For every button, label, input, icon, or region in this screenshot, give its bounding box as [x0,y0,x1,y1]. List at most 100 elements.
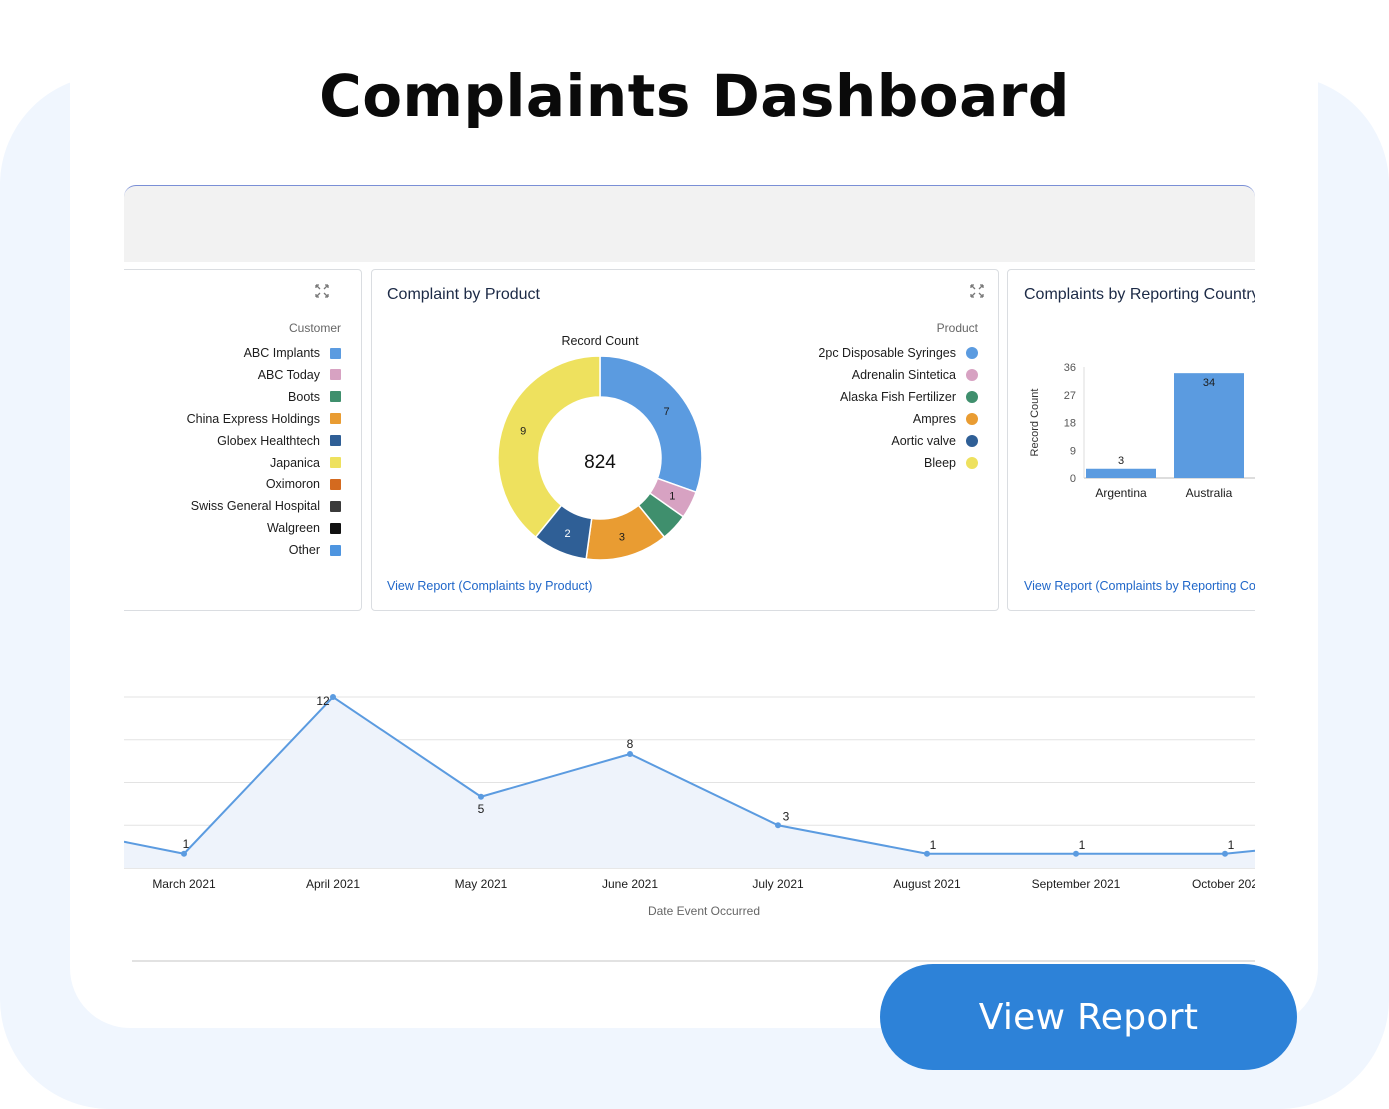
data-point-label: 8 [627,737,634,751]
country-panel-title: Complaints by Reporting Country [1024,286,1255,303]
data-point[interactable] [478,793,484,800]
legend-item: Walgreen [267,519,341,537]
product-panel-title: Complaint by Product [387,286,540,303]
data-point[interactable] [1222,850,1228,857]
dashboard-header-bar [124,185,1255,262]
legend-label: Swiss General Hospital [190,499,320,514]
donut-slice-label: 3 [619,531,625,543]
legend-label: 2pc Disposable Syringes [818,346,956,360]
product-donut-chart: Record Count 7 1 3 2 9 824 [497,334,703,561]
view-report-country-link[interactable]: View Report (Complaints by Reporting Cou… [1024,579,1255,593]
data-point[interactable] [775,822,781,829]
legend-item: Boots [288,388,341,406]
bar[interactable] [1086,468,1156,478]
legend-swatch [330,435,341,447]
donut-center-total: 824 [584,452,616,473]
legend-swatch [330,544,341,556]
divider [132,960,1255,962]
donut-slice[interactable] [497,355,601,539]
legend-item: 2pc Disposable Syringes [818,344,978,362]
x-tick-label: April 2021 [306,877,360,891]
data-point-label: 12 [316,694,330,708]
view-report-product-link[interactable]: View Report (Complaints by Product) [387,579,593,593]
bar-value-label: 3 [1118,455,1124,467]
expand-icon[interactable] [315,284,329,298]
x-tick-label: August 2021 [893,877,961,891]
legend-item: Aortic valve [891,432,978,450]
legend-swatch [330,391,341,403]
legend-swatch [330,457,341,468]
x-axis-label: Date Event Occurred [648,904,760,918]
legend-swatch [330,500,341,512]
expand-icon[interactable] [970,284,984,298]
customer-legend-title: Customer [288,321,341,335]
x-tick-label: Australia [1186,486,1233,500]
y-axis-label: Record Count [1029,389,1041,457]
complaints-over-time-chart: 1 12 5 8 3 1 1 1 March 2021 April 2021 May 2021 Jun… [124,694,1255,918]
customer-panel: Customer ABC Implants ABC Today Boots China… [124,269,362,611]
donut-title: Record Count [561,334,639,348]
data-point-label: 1 [183,837,190,851]
legend-item: Oximoron [266,475,341,493]
dashboard-screenshot: Customer ABC Implants ABC Today Boots China… [124,185,1255,965]
data-point-label: 1 [1079,838,1086,852]
legend-swatch [330,478,341,490]
donut-slice-label: 9 [520,426,526,438]
legend-item: Globex Healthtech [217,432,341,450]
product-panel: Complaint by Product Record Count 7 1 3 2 9 … [371,269,999,611]
x-tick-label: June 2021 [602,877,658,891]
legend-swatch [966,390,978,403]
data-point-label: 5 [478,802,485,816]
legend-swatch [330,369,341,381]
legend-label: Oximoron [265,477,320,492]
legend-swatch [330,413,341,425]
legend-item: China Express Holdings [187,410,341,428]
legend-item: Swiss General Hospital [191,497,341,515]
y-tick-label: 0 [1070,473,1076,485]
legend-label: Globex Healthtech [217,433,320,448]
country-panel: Complaints by Reporting Country 0 9 18 27 36… [1007,269,1255,611]
legend-swatch [966,456,978,469]
legend-label: Bleep [924,455,956,470]
y-tick-label: 18 [1064,418,1076,430]
legend-swatch [966,368,978,381]
bar-value-label: 34 [1203,377,1215,389]
data-point[interactable] [627,751,633,757]
y-tick-label: 9 [1070,445,1076,457]
legend-item: Other [289,541,341,559]
donut-slice[interactable] [599,355,703,494]
country-bar-chart: 0 9 18 27 36 Record Count 3 Argentina 34 Australi… [1029,362,1255,500]
legend-label: Walgreen [266,521,320,536]
data-point-label: 3 [783,809,790,823]
x-tick-label: Argentina [1095,486,1147,500]
data-point[interactable] [1073,850,1079,857]
bar[interactable] [1174,373,1244,478]
y-tick-label: 36 [1064,362,1076,374]
data-point[interactable] [330,694,336,700]
legend-label: Boots [288,389,320,404]
x-tick-label: March 2021 [152,877,216,891]
x-tick-label: July 2021 [752,877,804,891]
legend-label: Other [288,543,320,558]
y-tick-label: 27 [1064,390,1076,402]
legend-label: Ampres [912,411,956,426]
data-point[interactable] [924,850,930,857]
donut-slice-label: 2 [564,528,570,540]
legend-item: Japanica [270,454,341,472]
data-point-label: 1 [930,838,937,852]
data-point[interactable] [181,850,187,857]
x-tick-label: September 2021 [1032,877,1121,891]
legend-label: Alaska Fish Fertilizer [840,389,956,404]
legend-label: ABC Today [257,367,320,382]
data-point-label: 1 [1228,838,1235,852]
legend-label: Aortic valve [891,433,956,448]
view-report-button[interactable]: View Report [880,964,1297,1070]
legend-item: ABC Implants [244,344,341,362]
legend-label: China Express Holdings [186,411,320,426]
page-title: Complaints Dashboard [319,62,1070,130]
legend-item: Ampres [913,410,978,428]
legend-swatch [966,347,978,359]
legend-swatch [966,434,978,447]
legend-item: Alaska Fish Fertilizer [840,388,978,406]
legend-swatch [330,522,341,534]
